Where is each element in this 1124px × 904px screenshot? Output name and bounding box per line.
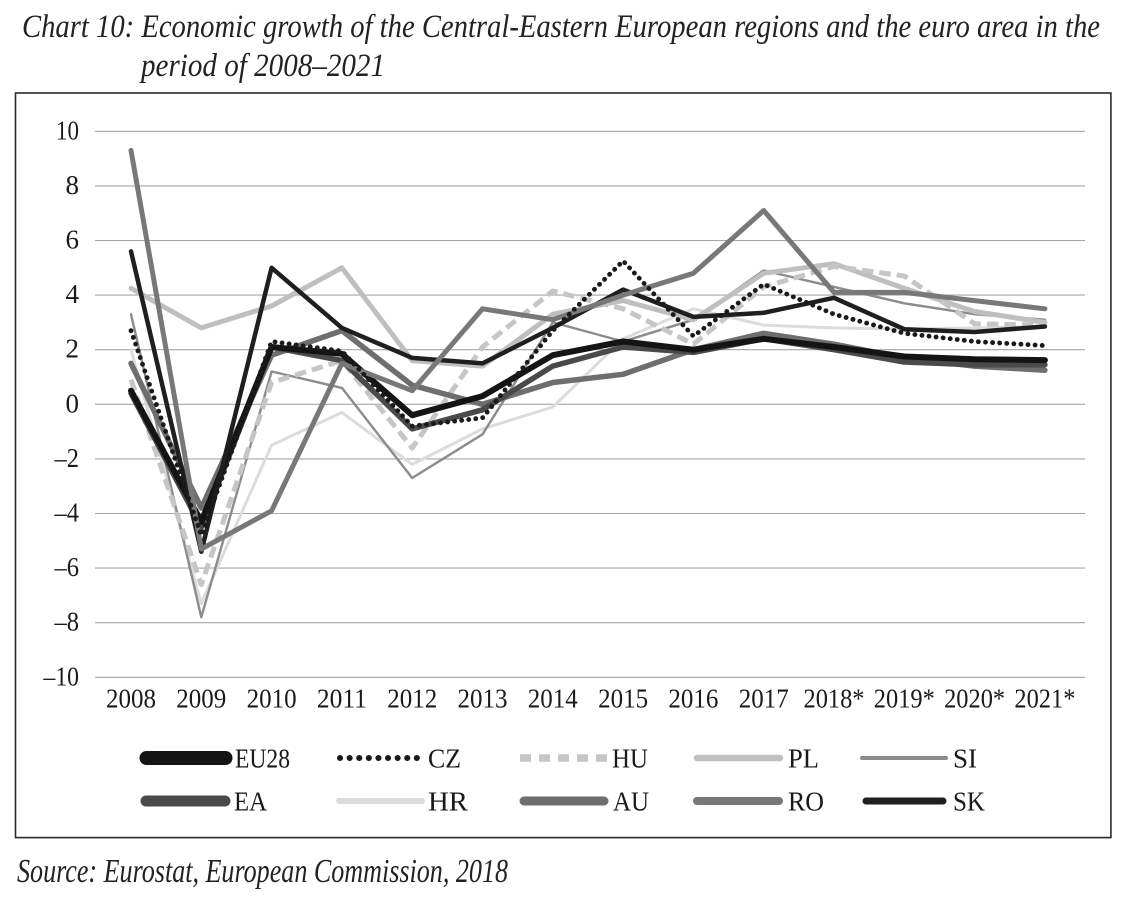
svg-text:2012: 2012 xyxy=(387,684,437,714)
svg-text:period of 2008–2021: period of 2008–2021 xyxy=(139,48,385,84)
svg-text:HR: HR xyxy=(428,786,468,816)
svg-text:AU: AU xyxy=(613,786,649,816)
svg-text:10: 10 xyxy=(56,115,79,145)
svg-text:6: 6 xyxy=(66,225,80,255)
svg-text:4: 4 xyxy=(66,279,80,309)
svg-text:HU: HU xyxy=(612,743,648,773)
svg-text:SI: SI xyxy=(953,743,977,773)
svg-text:–10: –10 xyxy=(43,661,79,691)
svg-text:2009: 2009 xyxy=(176,684,226,714)
svg-text:2011: 2011 xyxy=(317,684,367,714)
svg-text:2018*: 2018* xyxy=(804,684,865,714)
svg-text:2015: 2015 xyxy=(598,684,648,714)
svg-text:–8: –8 xyxy=(54,607,79,637)
svg-text:EA: EA xyxy=(234,786,267,816)
svg-text:2: 2 xyxy=(66,334,80,364)
svg-text:EU28: EU28 xyxy=(235,743,290,773)
svg-text:–6: –6 xyxy=(54,552,79,582)
svg-text:2013: 2013 xyxy=(458,684,508,714)
svg-text:0: 0 xyxy=(66,388,80,418)
svg-text:Source: Eurostat, European Com: Source: Eurostat, European Commission, 2… xyxy=(17,853,508,890)
svg-text:PL: PL xyxy=(788,743,819,773)
svg-text:2008: 2008 xyxy=(106,684,156,714)
svg-text:–2: –2 xyxy=(54,443,79,473)
svg-text:2016: 2016 xyxy=(668,684,718,714)
svg-text:Chart 10: Economic growth of t: Chart 10: Economic growth of the Central… xyxy=(22,9,1100,45)
svg-text:CZ: CZ xyxy=(428,743,461,773)
svg-text:8: 8 xyxy=(66,170,80,200)
svg-text:2014: 2014 xyxy=(528,684,578,714)
svg-text:2019*: 2019* xyxy=(874,684,935,714)
svg-text:2010: 2010 xyxy=(247,684,297,714)
svg-text:RO: RO xyxy=(788,786,824,816)
svg-text:2020*: 2020* xyxy=(944,684,1005,714)
svg-text:SK: SK xyxy=(953,786,985,816)
svg-text:–4: –4 xyxy=(54,498,80,528)
svg-text:2017: 2017 xyxy=(739,684,789,714)
svg-text:2021*: 2021* xyxy=(1014,684,1075,714)
